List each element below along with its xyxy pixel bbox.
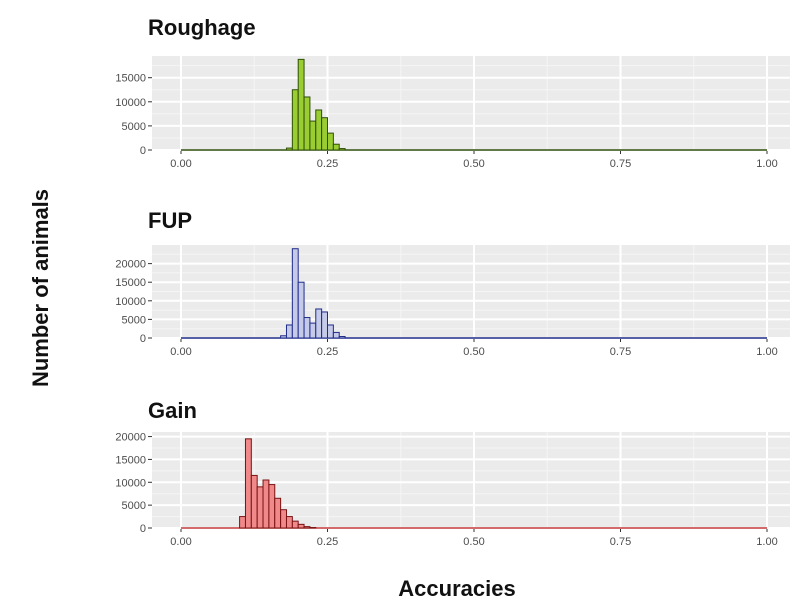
fup-x-tick-label: 0.50 [463,346,484,358]
fup-x-tick-label: 1.00 [756,346,777,358]
roughage-histogram-bar [321,117,329,151]
gain-histogram-bar [285,516,293,529]
gain-y-tick-label: 5000 [122,500,146,512]
y-axis-title: Number of animals [28,189,53,387]
roughage-histogram-bar [285,147,293,151]
gain-histogram-bar [274,497,282,529]
gain-histogram-bar [291,520,299,529]
gain-histogram-bar [239,516,246,529]
fup-x-tick-label: 0.25 [317,346,338,358]
fup-histogram-bar [297,281,305,339]
fup-histogram-bar [280,335,287,339]
fup-histogram-bar [309,322,317,339]
roughage-histogram-bar [332,143,340,151]
roughage-y-tick-label: 10000 [115,97,146,109]
fup-y-tick-label: 20000 [115,259,146,271]
gain-histogram-bar [262,479,270,529]
gain-histogram-bar [297,523,305,529]
gain-title: Gain [148,398,197,423]
fup-title: FUP [148,208,192,233]
fup-histogram-bar [327,324,334,339]
fup-y-tick-label: 10000 [115,296,146,308]
roughage-y-tick-label: 0 [140,145,146,157]
fup-x-tick-label: 0.00 [170,346,191,358]
roughage-histogram-bar [338,148,346,151]
gain-histogram-bar [256,486,264,529]
fup-histogram-bar [303,317,311,339]
gain-histogram-bar [268,484,276,529]
gain-histogram-bar [250,474,258,529]
gain-histogram-bar [244,438,252,529]
gain-x-tick-label: 0.25 [317,536,338,548]
gain-y-tick-label: 0 [140,523,146,535]
gain-y-tick-label: 15000 [115,454,146,466]
roughage-histogram-bar [291,89,299,151]
fup-panel: FUP 0.00 0.25 0.50 0.75 1.00 0 5000 10000 15000 20… [115,208,790,358]
fup-y-tick-label: 15000 [115,277,146,289]
roughage-x-tick-label: 0.25 [317,158,338,170]
fup-y-tick-label: 5000 [122,314,146,326]
roughage-x-tick-label: 0.50 [463,158,484,170]
gain-x-tick-label: 1.00 [756,536,777,548]
roughage-x-tick-label: 0.00 [170,158,191,170]
roughage-histogram-bar [309,120,317,151]
roughage-histogram-bar [327,132,334,151]
fup-y-tick-label: 0 [140,333,146,345]
gain-x-tick-label: 0.75 [610,536,631,548]
roughage-title: Roughage [148,15,256,40]
roughage-x-tick-label: 1.00 [756,158,777,170]
roughage-histogram-bar [303,96,311,151]
gain-x-tick-label: 0.50 [463,536,484,548]
roughage-y-tick-label: 5000 [122,121,146,133]
roughage-histogram-bar [315,109,323,151]
fup-x-tick-label: 0.75 [610,346,631,358]
roughage-x-tick-label: 0.75 [610,158,631,170]
roughage-histogram-bar [297,58,305,151]
fup-histogram-bar [338,336,346,339]
gain-histogram-bar [303,526,311,529]
fup-histogram-bar [332,331,340,339]
fup-histogram-bar [285,324,293,339]
gain-panel: Gain 0.00 0.25 0.50 0.75 1.00 0 5000 10000 15000 2… [115,398,790,548]
fup-histogram-bar [291,248,299,339]
roughage-plot-background [152,56,790,150]
roughage-panel: Roughage 0.00 0.25 0.50 0.75 1.00 0 5000 10000 15… [115,15,790,170]
gain-x-tick-label: 0.00 [170,536,191,548]
x-axis-title: Accuracies [398,576,515,601]
fup-histogram-bar [315,308,323,339]
gain-histogram-bar [280,509,287,529]
gain-y-tick-label: 10000 [115,477,146,489]
roughage-y-tick-label: 15000 [115,73,146,85]
gain-y-tick-label: 20000 [115,432,146,444]
fup-histogram-bar [321,311,329,339]
